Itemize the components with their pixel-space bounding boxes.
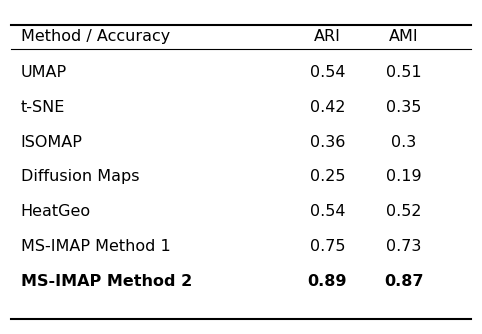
Text: t-SNE: t-SNE [21, 100, 65, 115]
Text: HeatGeo: HeatGeo [21, 204, 91, 219]
Text: 0.87: 0.87 [384, 274, 424, 289]
Text: Diffusion Maps: Diffusion Maps [21, 169, 139, 184]
Text: 0.36: 0.36 [309, 135, 345, 150]
Text: 0.19: 0.19 [386, 169, 422, 184]
Text: AMI: AMI [389, 29, 419, 44]
Text: MS-IMAP Method 2: MS-IMAP Method 2 [21, 274, 192, 289]
Text: 0.51: 0.51 [386, 65, 422, 80]
Text: Method / Accuracy: Method / Accuracy [21, 29, 170, 44]
Text: ISOMAP: ISOMAP [21, 135, 82, 150]
Text: 0.75: 0.75 [309, 239, 345, 254]
Text: 0.25: 0.25 [309, 169, 345, 184]
Text: 0.52: 0.52 [386, 204, 422, 219]
Text: 0.3: 0.3 [391, 135, 416, 150]
Text: 0.89: 0.89 [308, 274, 347, 289]
Text: ARI: ARI [314, 29, 341, 44]
Text: 0.73: 0.73 [386, 239, 422, 254]
Text: 0.54: 0.54 [309, 65, 345, 80]
Text: 0.54: 0.54 [309, 204, 345, 219]
Text: UMAP: UMAP [21, 65, 67, 80]
Text: MS-IMAP Method 1: MS-IMAP Method 1 [21, 239, 170, 254]
Text: 0.42: 0.42 [309, 100, 345, 115]
Text: 0.35: 0.35 [386, 100, 422, 115]
